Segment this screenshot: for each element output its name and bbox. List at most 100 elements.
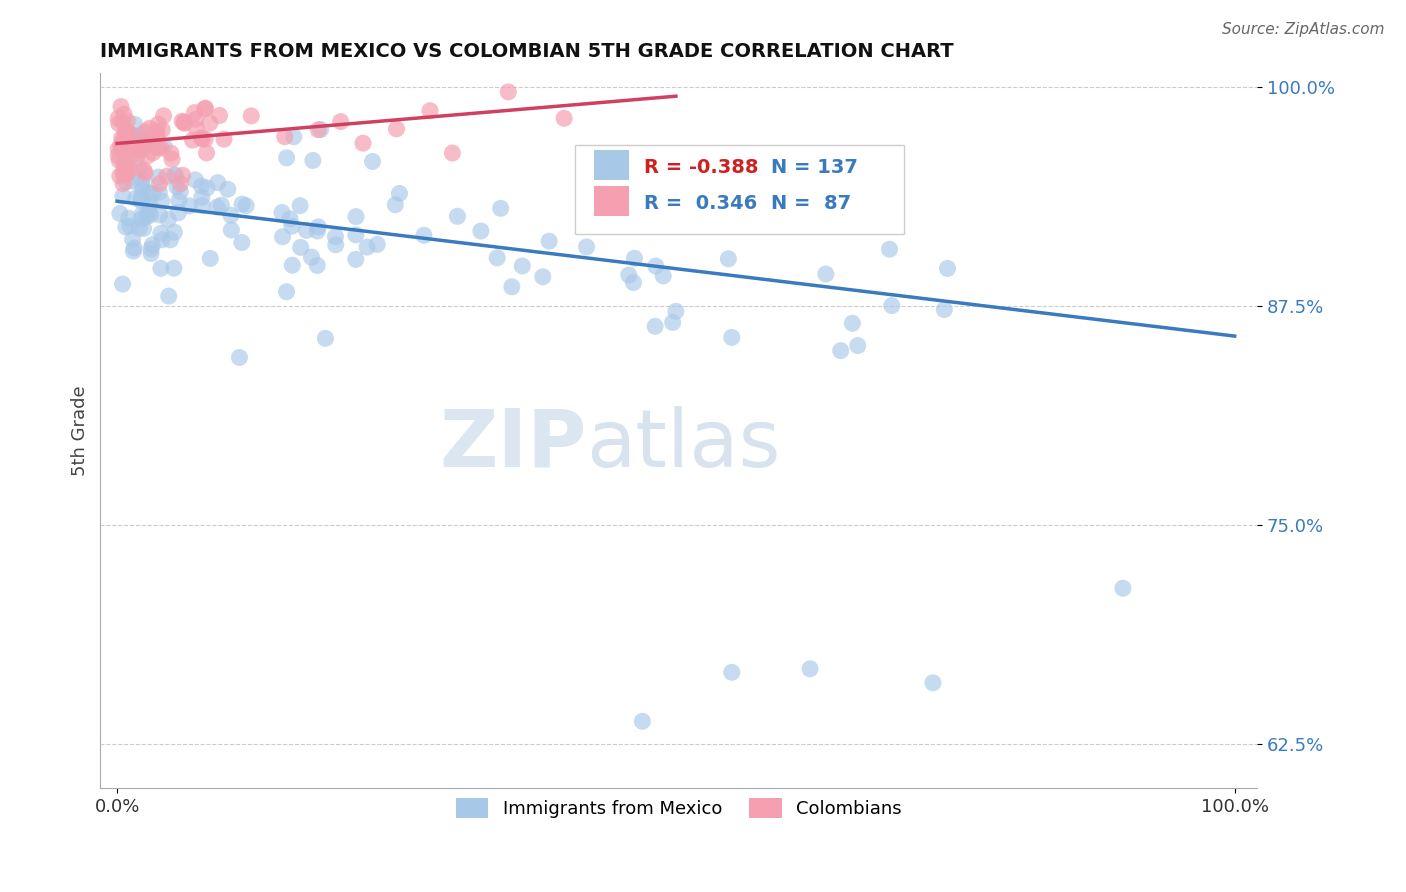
Point (148, 185, 170, 199)
Point (212, 132, 235, 146)
Point (221, 223, 243, 237)
Point (413, 228, 436, 243)
Point (385, 121, 408, 136)
Point (122, 146, 145, 161)
Point (366, 237, 388, 252)
Point (160, 153, 183, 167)
Point (110, 139, 132, 153)
Point (121, 142, 143, 156)
Point (112, 137, 135, 152)
Point (112, 168, 135, 182)
Point (173, 115, 195, 129)
Point (122, 244, 145, 259)
Point (184, 112, 207, 127)
Point (219, 208, 242, 222)
Point (208, 108, 231, 122)
Point (131, 173, 153, 187)
Point (388, 186, 411, 201)
Point (276, 285, 298, 299)
Point (419, 103, 441, 118)
Point (159, 233, 181, 247)
FancyBboxPatch shape (575, 145, 904, 235)
Point (141, 237, 163, 252)
Point (117, 165, 139, 179)
Bar (595, 150, 628, 180)
Point (131, 208, 153, 222)
Point (146, 141, 169, 155)
Point (325, 229, 347, 244)
Point (114, 126, 136, 140)
Point (152, 109, 174, 123)
Point (195, 145, 218, 160)
Point (129, 144, 152, 158)
Point (194, 132, 217, 146)
Point (470, 224, 492, 238)
Point (183, 105, 205, 120)
Point (195, 181, 218, 195)
Point (125, 129, 148, 144)
Point (107, 116, 129, 130)
Point (148, 170, 170, 185)
Point (136, 131, 159, 145)
Point (281, 219, 304, 234)
Point (132, 221, 155, 235)
Text: R =  0.346: R = 0.346 (644, 194, 758, 213)
Point (136, 149, 159, 163)
Point (134, 166, 156, 180)
Point (148, 208, 170, 222)
Point (112, 162, 135, 177)
Point (157, 212, 180, 227)
Point (141, 130, 163, 145)
Point (128, 221, 150, 235)
Point (295, 223, 318, 237)
Point (139, 242, 162, 256)
Point (194, 101, 217, 115)
Point (309, 122, 332, 136)
Point (108, 206, 131, 220)
Point (281, 258, 304, 272)
Point (111, 130, 134, 145)
Point (290, 240, 312, 254)
Point (111, 136, 134, 150)
Point (307, 122, 329, 136)
Point (166, 179, 188, 194)
Point (139, 208, 162, 222)
Point (139, 246, 162, 260)
Point (156, 169, 179, 184)
Point (644, 259, 666, 273)
Point (135, 137, 157, 152)
Text: N = 137: N = 137 (772, 158, 858, 178)
Point (538, 234, 561, 248)
Point (361, 154, 384, 169)
Point (489, 202, 512, 216)
Point (159, 146, 181, 161)
Point (314, 331, 336, 345)
Y-axis label: 5th Grade: 5th Grade (72, 385, 89, 476)
Point (274, 129, 297, 144)
Point (617, 268, 640, 282)
Point (217, 182, 239, 196)
Point (148, 177, 170, 191)
Text: Source: ZipAtlas.com: Source: ZipAtlas.com (1222, 22, 1385, 37)
Point (934, 302, 956, 317)
Point (307, 224, 329, 238)
Point (172, 169, 194, 183)
Point (135, 124, 157, 138)
Point (138, 121, 160, 136)
Point (205, 200, 228, 214)
Point (446, 209, 468, 223)
Point (235, 199, 257, 213)
Point (814, 267, 837, 281)
Point (121, 138, 143, 153)
Point (181, 133, 204, 147)
Point (486, 251, 509, 265)
Point (661, 315, 683, 329)
Point (271, 229, 294, 244)
Point (665, 304, 688, 318)
Point (720, 330, 742, 344)
Point (114, 139, 136, 153)
Point (841, 316, 863, 330)
Point (115, 168, 138, 182)
Point (301, 250, 323, 264)
Point (112, 107, 135, 121)
